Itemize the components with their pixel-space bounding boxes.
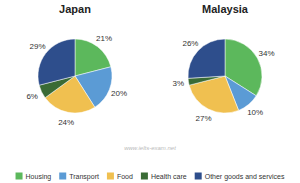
pie: 21% 20% 24% 6% 29% [26, 34, 127, 127]
data-label: 34% [258, 49, 274, 58]
legend-label: Housing [26, 173, 52, 181]
data-label: 27% [195, 114, 211, 123]
legend-label: Food [117, 173, 133, 180]
chart: 21% 20% 24% 6% 29% Japan 34% 10% 27% 3% 26% Malaysi… [0, 0, 300, 183]
legend-item: Transport [59, 173, 99, 181]
pie-title: Japan [59, 3, 91, 15]
legend-swatch [195, 173, 202, 180]
legend-item: Food [107, 173, 133, 180]
legend: Housing Transport Food Health care Other goo… [16, 173, 285, 181]
data-label: 29% [30, 42, 46, 51]
legend-item: Housing [16, 173, 52, 181]
legend-swatch [141, 173, 148, 180]
legend-label: Transport [69, 173, 99, 181]
legend-label: Health care [151, 173, 187, 180]
pie: 34% 10% 27% 3% 26% [172, 39, 274, 123]
data-label: 26% [182, 39, 198, 48]
legend-item: Other goods and services [195, 173, 285, 181]
data-label: 21% [96, 34, 112, 43]
data-label: 3% [172, 79, 184, 88]
pie-title: Malaysia [202, 3, 249, 15]
legend-item: Health care [141, 173, 187, 180]
data-label: 20% [111, 89, 127, 98]
legend-swatch [16, 173, 23, 180]
data-label: 24% [58, 118, 74, 127]
legend-swatch [107, 173, 114, 180]
annotation: www.ielts-exam.net [124, 145, 176, 151]
data-label: 10% [247, 108, 263, 117]
legend-label: Other goods and services [205, 173, 285, 181]
data-label: 6% [26, 92, 38, 101]
legend-swatch [59, 173, 66, 180]
